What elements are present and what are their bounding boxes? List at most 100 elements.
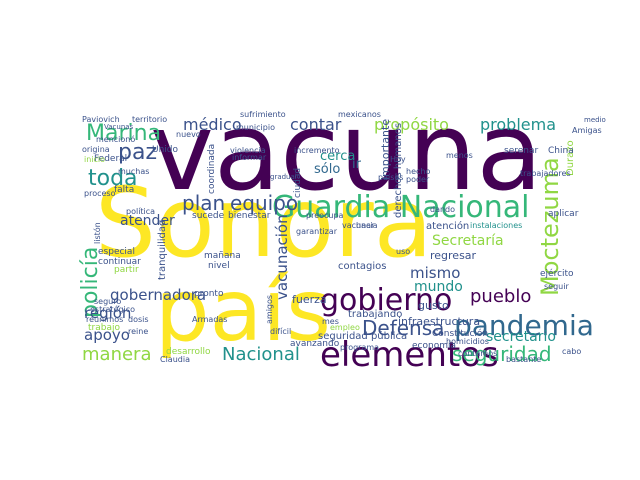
word-contagios: contagios <box>338 261 387 272</box>
word-garantizar: garantizar <box>296 227 337 236</box>
word-bienestar: bienestar <box>228 211 271 221</box>
word-dando: dando <box>430 205 456 214</box>
word-uso: uso <box>396 247 411 256</box>
word-reunimos: reunimos <box>86 315 124 324</box>
word-hacia: hacia <box>356 221 378 230</box>
word-seguro: seguro <box>94 297 122 306</box>
word-menos: menos <box>446 151 473 160</box>
word-medio: medio <box>584 116 606 124</box>
word-claudia: Claudia <box>160 355 190 364</box>
word-paz: paz <box>118 140 157 165</box>
word-unido: Unido <box>152 145 179 155</box>
word-ir: ir <box>352 157 361 172</box>
word-avanzando: avanzando <box>290 339 340 349</box>
word-dosis: dosis <box>128 315 149 324</box>
word-mes: mes <box>322 317 339 326</box>
word-apoyo: apoyo <box>84 326 130 344</box>
word-ejercito: ejército <box>540 269 574 279</box>
word-pais: país <box>155 261 331 361</box>
word-hoy: Hoy <box>390 155 406 164</box>
word-guardia-nacional: Guardia Nacional <box>272 190 530 225</box>
word-aplicar: aplicar <box>548 209 579 219</box>
word-gusto: gusto <box>418 299 449 312</box>
word-amigas: Amigas <box>572 126 602 135</box>
word-importante: importante <box>379 118 392 180</box>
word-cabo: cabo <box>562 347 582 356</box>
word-seguir: seguir <box>544 282 569 291</box>
word-pandemia: pandemia <box>454 309 594 342</box>
word-partir: partir <box>114 265 139 275</box>
word-defensa: Defensa <box>362 316 445 340</box>
word-constitucion: Constitución <box>432 329 489 339</box>
word-programa: programa <box>340 343 380 352</box>
word-origina: origina <box>82 145 110 154</box>
word-informar: informar <box>232 153 267 162</box>
word-falta: falta <box>114 185 135 195</box>
word-china: China <box>548 146 574 156</box>
word-liston: política <box>126 207 156 216</box>
word-secretario: secretario <box>486 329 556 345</box>
word-continuar: continuar <box>98 257 141 267</box>
word-municipio: municipio <box>236 123 275 132</box>
word-homicidios: homicidios <box>446 337 489 346</box>
word-preocupa: preocupa <box>306 211 344 220</box>
word-serenar: serenar <box>504 146 539 156</box>
word-gobernadora: gobernadora <box>110 286 207 304</box>
word-vacuna: vacuna <box>150 90 543 215</box>
word-amigos: difícil <box>270 327 292 336</box>
word-equipo: equipo <box>230 191 299 215</box>
word-derechos-humanos: derechos humanos <box>393 122 404 218</box>
word-instalaciones: instalaciones <box>470 221 523 230</box>
word-federal: Federal <box>94 154 128 164</box>
word-proposito: propósito <box>374 115 449 134</box>
word-manera: manera <box>82 344 152 365</box>
word-poder: poder <box>406 175 430 184</box>
word-gobierno: gobierno <box>320 283 453 318</box>
word-solo: sólo <box>314 162 341 177</box>
word-difícil: amigos <box>265 294 274 324</box>
word-reine: reine <box>128 327 149 336</box>
word-paises: países <box>378 173 404 182</box>
word-especial: especial <box>98 247 135 257</box>
word-manana: mañana <box>204 251 241 261</box>
word-inicio: inicio <box>84 155 106 164</box>
word-fuerza: fuerza <box>292 293 327 306</box>
word-toda: toda <box>88 166 138 191</box>
word-nuevo: nuevo <box>176 130 201 139</box>
word-tranquilidad: tranquilidad <box>157 219 168 280</box>
word-pronto: pronto <box>194 289 224 299</box>
word-trabajando: trabajando <box>348 309 403 320</box>
word-atender: atender <box>120 213 175 229</box>
word-seguridad: seguridad <box>452 342 552 366</box>
word-secretaria: Secretaría <box>432 233 504 249</box>
word-problema: problema <box>480 115 557 134</box>
word-elementos: elementos <box>320 335 499 375</box>
word-empleo: empleo <box>330 323 360 332</box>
word-plan: plan <box>182 191 226 215</box>
word-sufrimiento: sufrimiento <box>240 110 286 119</box>
word-sucede: sucede <box>192 211 225 221</box>
word-infraestructura: infraestructura <box>398 315 481 328</box>
word-trabajo: trabajo <box>88 323 120 333</box>
word-territorio: territorio <box>132 115 168 124</box>
word-mismo: mismo <box>410 264 461 282</box>
word-trabajadores: trabajadores <box>520 169 571 178</box>
word-contar: contar <box>290 115 342 134</box>
word-menciono: mencionó <box>96 135 136 144</box>
word-paviovich: Paviovich <box>82 115 120 124</box>
word-sonora: Sonora <box>95 167 433 279</box>
word-regresar: regresar <box>430 249 477 262</box>
word-cerca: cerca <box>320 149 356 164</box>
word-medico: médico <box>183 115 242 134</box>
word-proceso: proceso <box>84 189 116 198</box>
word-politica: coordinada <box>207 143 217 194</box>
word-contamos: contamos <box>458 349 498 358</box>
word-mundo: mundo <box>414 279 463 295</box>
word-muchas: muchas <box>118 167 150 176</box>
word-gradual: gradual <box>270 173 297 181</box>
word-pueblo: pueblo <box>470 286 532 307</box>
word-incremento: incremento <box>294 146 340 155</box>
word-mexicanos: mexicanos <box>338 110 381 119</box>
word-hecho: hecho <box>406 167 431 176</box>
word-violencia: violencia <box>230 146 266 155</box>
